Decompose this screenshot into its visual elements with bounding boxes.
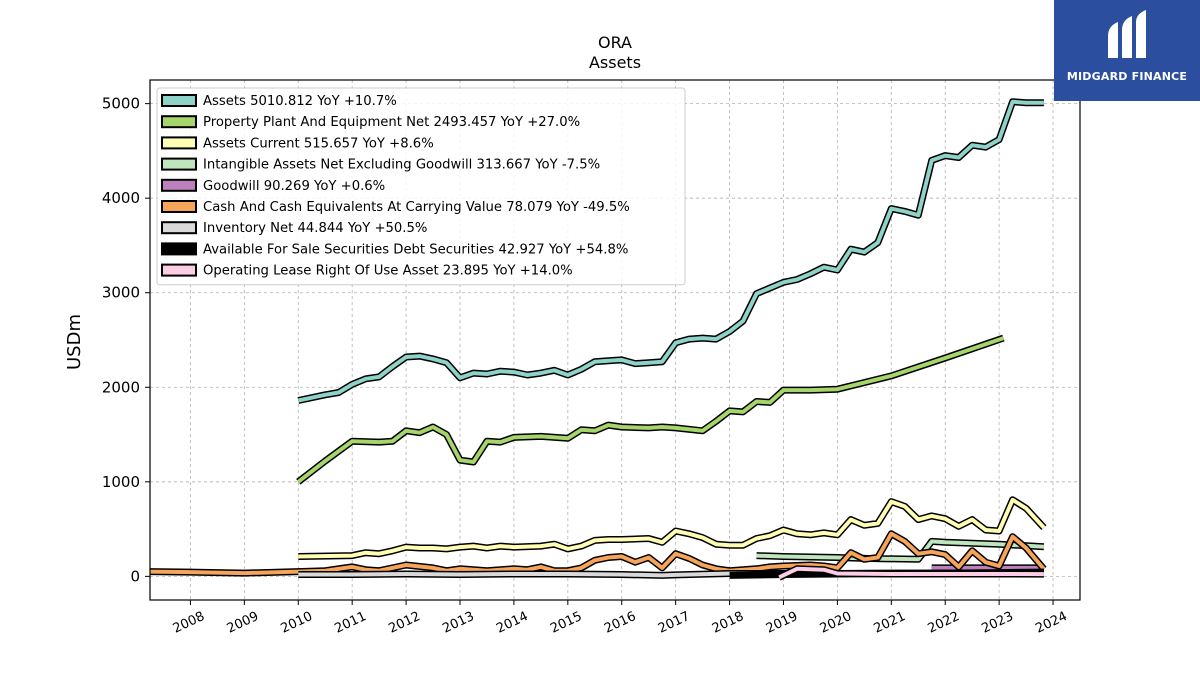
- series-intangible-assets-net-excluding-goodwill: [756, 537, 1045, 563]
- series-assets: [297, 98, 1044, 404]
- legend-label: Intangible Assets Net Excluding Goodwill…: [203, 158, 600, 173]
- chart-title: ORA: [598, 33, 632, 52]
- series-property-plant-and-equipment-net: [296, 334, 1005, 485]
- legend-swatch: [161, 200, 197, 213]
- x-tick-label: 2023: [979, 609, 1015, 637]
- series-operating-lease-right-of-use-asset: [777, 565, 1044, 581]
- y-tick-label: 3000: [102, 284, 140, 302]
- x-tick-label: 2019: [764, 609, 800, 637]
- legend-item[interactable]: Goodwill 90.269 YoY +0.6%: [161, 178, 385, 194]
- legend-swatch: [161, 178, 197, 192]
- legend-swatch: [161, 157, 197, 171]
- x-tick-label: 2014: [494, 609, 530, 637]
- legend-label: Assets 5010.812 YoY +10.7%: [203, 94, 397, 109]
- legend-label: Available For Sale Securities Debt Secur…: [203, 242, 628, 257]
- series-line: [297, 99, 1044, 403]
- legend-swatch: [161, 221, 197, 235]
- legend-label: Operating Lease Right Of Use Asset 23.89…: [203, 264, 573, 279]
- x-tick-label: 2018: [710, 609, 746, 637]
- series-assets-current: [298, 496, 1047, 560]
- series-line: [756, 539, 1045, 562]
- series-line: [149, 531, 1046, 576]
- plot-frame: [149, 79, 1081, 601]
- x-tick-label: 2021: [872, 609, 908, 637]
- brand-logo: MIDGARD FINANCE: [1054, 0, 1200, 101]
- logo-text: MIDGARD FINANCE: [1066, 70, 1188, 83]
- legend-label: Assets Current 515.657 YoY +8.6%: [203, 136, 434, 151]
- series-line: [298, 497, 1046, 559]
- series-line: [297, 336, 1005, 484]
- legend-item[interactable]: Assets Current 515.657 YoY +8.6%: [161, 136, 434, 151]
- legend[interactable]: Assets 5010.812 YoY +10.7% Property Plant…: [156, 87, 686, 286]
- x-tick-label: 2011: [333, 609, 369, 637]
- legend-swatch: [161, 263, 197, 277]
- legend-item[interactable]: Inventory Net 44.844 YoY +50.5%: [161, 221, 427, 236]
- logo-mark-icon: [1108, 10, 1146, 58]
- legend-item[interactable]: Cash And Cash Equivalents At Carrying Va…: [161, 200, 630, 215]
- x-tick-label: 2015: [548, 609, 584, 637]
- legend-item[interactable]: Assets 5010.812 YoY +10.7%: [161, 94, 397, 109]
- series-line: [778, 566, 1044, 580]
- chart-subtitle: Assets: [589, 53, 641, 72]
- legend-item[interactable]: Operating Lease Right Of Use Asset 23.89…: [161, 263, 573, 279]
- legend-label: Cash And Cash Equivalents At Carrying Va…: [203, 200, 630, 215]
- x-tick-label: 2008: [171, 609, 207, 637]
- y-axis-label: USDm: [64, 314, 85, 370]
- x-tick-label: 2024: [1033, 609, 1069, 637]
- legend-swatch: [161, 94, 197, 107]
- legend-label: Property Plant And Equipment Net 2493.45…: [203, 115, 580, 130]
- y-tick-label: 4000: [102, 189, 140, 207]
- legend-box: [156, 87, 686, 286]
- x-tick-label: 2009: [225, 609, 261, 637]
- legend-item[interactable]: Available For Sale Securities Debt Secur…: [161, 242, 628, 257]
- legend-label: Inventory Net 44.844 YoY +50.5%: [203, 221, 427, 236]
- x-tick-label: 2010: [279, 609, 315, 637]
- series-cash-and-cash-equivalents-at-carrying-value: [149, 530, 1047, 577]
- series-layer: [149, 98, 1047, 581]
- x-tick-label: 2017: [656, 609, 692, 637]
- y-tick-label: 2000: [102, 378, 140, 396]
- legend-swatch: [161, 136, 197, 150]
- x-tick-label: 2012: [386, 609, 422, 637]
- x-tick-label: 2022: [926, 609, 962, 637]
- x-tick-label: 2016: [602, 609, 638, 637]
- x-tick-label: 2013: [440, 609, 476, 637]
- legend-swatch: [161, 115, 197, 129]
- y-tick-label: 1000: [102, 473, 140, 491]
- y-tick-label: 0: [130, 567, 140, 585]
- legend-item[interactable]: Property Plant And Equipment Net 2493.45…: [161, 115, 580, 130]
- x-tick-label: 2020: [818, 609, 854, 637]
- y-tick-label: 5000: [102, 95, 140, 113]
- legend-label: Goodwill 90.269 YoY +0.6%: [203, 179, 385, 194]
- legend-swatch: [161, 242, 197, 256]
- legend-item[interactable]: Intangible Assets Net Excluding Goodwill…: [161, 157, 600, 173]
